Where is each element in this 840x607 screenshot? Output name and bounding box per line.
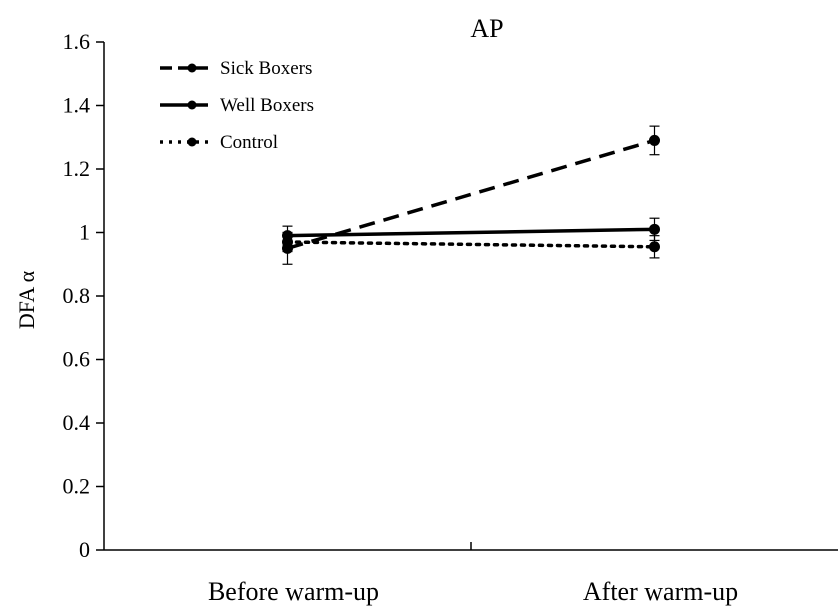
legend-item: Control — [160, 132, 278, 153]
y-axis-label: DFA α — [14, 270, 39, 329]
y-tick-label: 1.4 — [63, 93, 91, 118]
axes — [103, 42, 838, 551]
series-line — [285, 240, 657, 249]
data-point — [282, 236, 293, 248]
legend-marker — [187, 63, 197, 73]
y-tick-label: 1.2 — [63, 156, 91, 181]
series-layer — [282, 125, 660, 265]
legend-label: Well Boxers — [220, 95, 314, 116]
data-point — [649, 223, 660, 235]
y-tick-label: 0 — [79, 537, 90, 562]
legend: Sick Boxers Well Boxers Control — [160, 58, 314, 153]
y-tick-label: 0.6 — [63, 347, 91, 372]
x-tick-label: Before warm-up — [208, 577, 379, 606]
series-line — [287, 227, 655, 238]
y-axis-ticks: 0 0.2 0.4 0.6 0.8 1 1.2 1.4 1.6 — [63, 29, 104, 562]
data-point — [649, 241, 660, 253]
y-tick-label: 0.2 — [63, 474, 91, 499]
legend-item: Sick Boxers — [160, 58, 312, 79]
series-line — [287, 138, 655, 251]
x-tick-label: After warm-up — [583, 577, 738, 606]
series-control — [282, 231, 660, 259]
chart-title: AP — [470, 14, 503, 43]
y-tick-label: 0.8 — [63, 283, 91, 308]
x-axis-categories: Before warm-up After warm-up — [208, 542, 738, 606]
data-point — [649, 134, 660, 146]
y-tick-label: 1 — [79, 220, 90, 245]
legend-marker — [187, 137, 197, 147]
legend-marker — [187, 100, 197, 110]
legend-label: Sick Boxers — [220, 58, 312, 79]
y-tick-label: 0.4 — [63, 410, 91, 435]
legend-item: Well Boxers — [160, 95, 314, 116]
y-tick-label: 1.6 — [63, 29, 91, 54]
legend-label: Control — [220, 132, 278, 153]
